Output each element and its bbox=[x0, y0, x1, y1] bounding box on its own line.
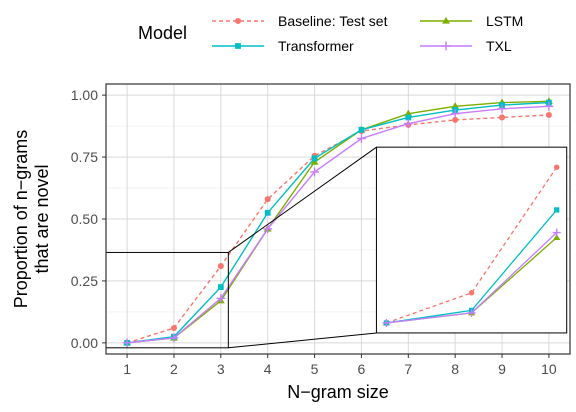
legend-item-3: TXL bbox=[420, 38, 512, 54]
legend-key-marker bbox=[442, 16, 450, 24]
series-line-1 bbox=[127, 100, 549, 344]
legend-title: Model bbox=[138, 23, 187, 43]
data-point-0-8 bbox=[499, 114, 506, 121]
data-point-3-3 bbox=[263, 224, 273, 234]
data-point-3-1 bbox=[169, 333, 179, 343]
legend-key-marker bbox=[234, 17, 242, 25]
x-tick-label: 8 bbox=[451, 361, 459, 377]
x-tick-label: 3 bbox=[217, 361, 225, 377]
data-point-0-7 bbox=[452, 116, 459, 123]
data-point-3-2 bbox=[216, 293, 226, 303]
x-tick-label: 9 bbox=[498, 361, 506, 377]
series-line-3 bbox=[127, 105, 549, 344]
inset-data-point-3-1 bbox=[467, 308, 476, 317]
series-line-2 bbox=[126, 101, 549, 344]
inset-data-point-1-2 bbox=[553, 233, 561, 240]
inset-data-point-3-0 bbox=[382, 318, 391, 327]
legend-item-0: Baseline: Test set bbox=[212, 13, 388, 29]
x-tick-label: 4 bbox=[264, 361, 272, 377]
legend-key-marker bbox=[441, 41, 451, 51]
x-tick-label: 5 bbox=[311, 361, 319, 377]
y-tick-label: 0.50 bbox=[71, 211, 98, 227]
zoom-connector-top bbox=[228, 146, 377, 253]
data-point-2-3 bbox=[264, 209, 271, 216]
data-point-3-8 bbox=[497, 104, 507, 114]
data-point-0-9 bbox=[545, 111, 552, 118]
inset-data-point-0-1 bbox=[468, 290, 475, 296]
y-tick-label: 1.00 bbox=[71, 87, 98, 103]
data-point-0-1 bbox=[170, 324, 177, 332]
inset-series-line-0 bbox=[386, 166, 558, 324]
data-point-0-2 bbox=[217, 263, 224, 270]
data-point-3-6 bbox=[403, 119, 413, 129]
data-point-3-5 bbox=[357, 134, 366, 143]
data-point-3-4 bbox=[310, 167, 319, 177]
x-tick-label: 6 bbox=[358, 361, 366, 377]
y-tick-label: 0.75 bbox=[71, 149, 98, 165]
data-point-2-4 bbox=[311, 155, 318, 162]
data-point-2-5 bbox=[358, 126, 365, 133]
data-point-2-6 bbox=[405, 114, 412, 121]
x-tick-label: 2 bbox=[170, 361, 178, 377]
legend-label: Transformer bbox=[278, 38, 354, 54]
data-point-3-7 bbox=[450, 109, 460, 119]
legend-key-marker bbox=[235, 43, 241, 49]
inset-data-point-3-2 bbox=[552, 228, 561, 237]
y-axis-title: Proportion of n−grams that are novel bbox=[11, 130, 52, 309]
inset-data-point-0-2 bbox=[553, 164, 560, 170]
x-axis-title: N−gram size bbox=[287, 382, 389, 402]
legend: Model Baseline: Test set LSTM Transformer T… bbox=[138, 13, 523, 54]
legend-item-2: Transformer bbox=[212, 38, 354, 54]
y-axis-title-line-1: Proportion of n−grams bbox=[11, 130, 31, 309]
series-line-0 bbox=[126, 114, 549, 344]
data-point-3-0 bbox=[122, 338, 132, 348]
x-tick-label: 7 bbox=[404, 361, 412, 377]
legend-label: LSTM bbox=[486, 13, 523, 29]
legend-item-1: LSTM bbox=[420, 13, 523, 29]
data-point-3-9 bbox=[544, 101, 554, 111]
y-tick-label: 0.00 bbox=[71, 335, 98, 351]
inset-data-point-2-2 bbox=[554, 207, 560, 213]
zoom-connector-bottom bbox=[228, 332, 377, 349]
x-tick-label: 1 bbox=[123, 361, 131, 377]
legend-label: TXL bbox=[486, 38, 512, 54]
zoom-inset-box bbox=[375, 146, 568, 334]
x-tick-label: 10 bbox=[541, 361, 557, 377]
y-tick-label: 0.25 bbox=[71, 273, 98, 289]
data-point-2-2 bbox=[217, 284, 224, 291]
y-axis-title-line-2: that are novel bbox=[32, 164, 52, 273]
data-point-1-4 bbox=[310, 157, 319, 165]
legend-label: Baseline: Test set bbox=[278, 13, 388, 29]
data-point-0-3 bbox=[264, 196, 271, 203]
